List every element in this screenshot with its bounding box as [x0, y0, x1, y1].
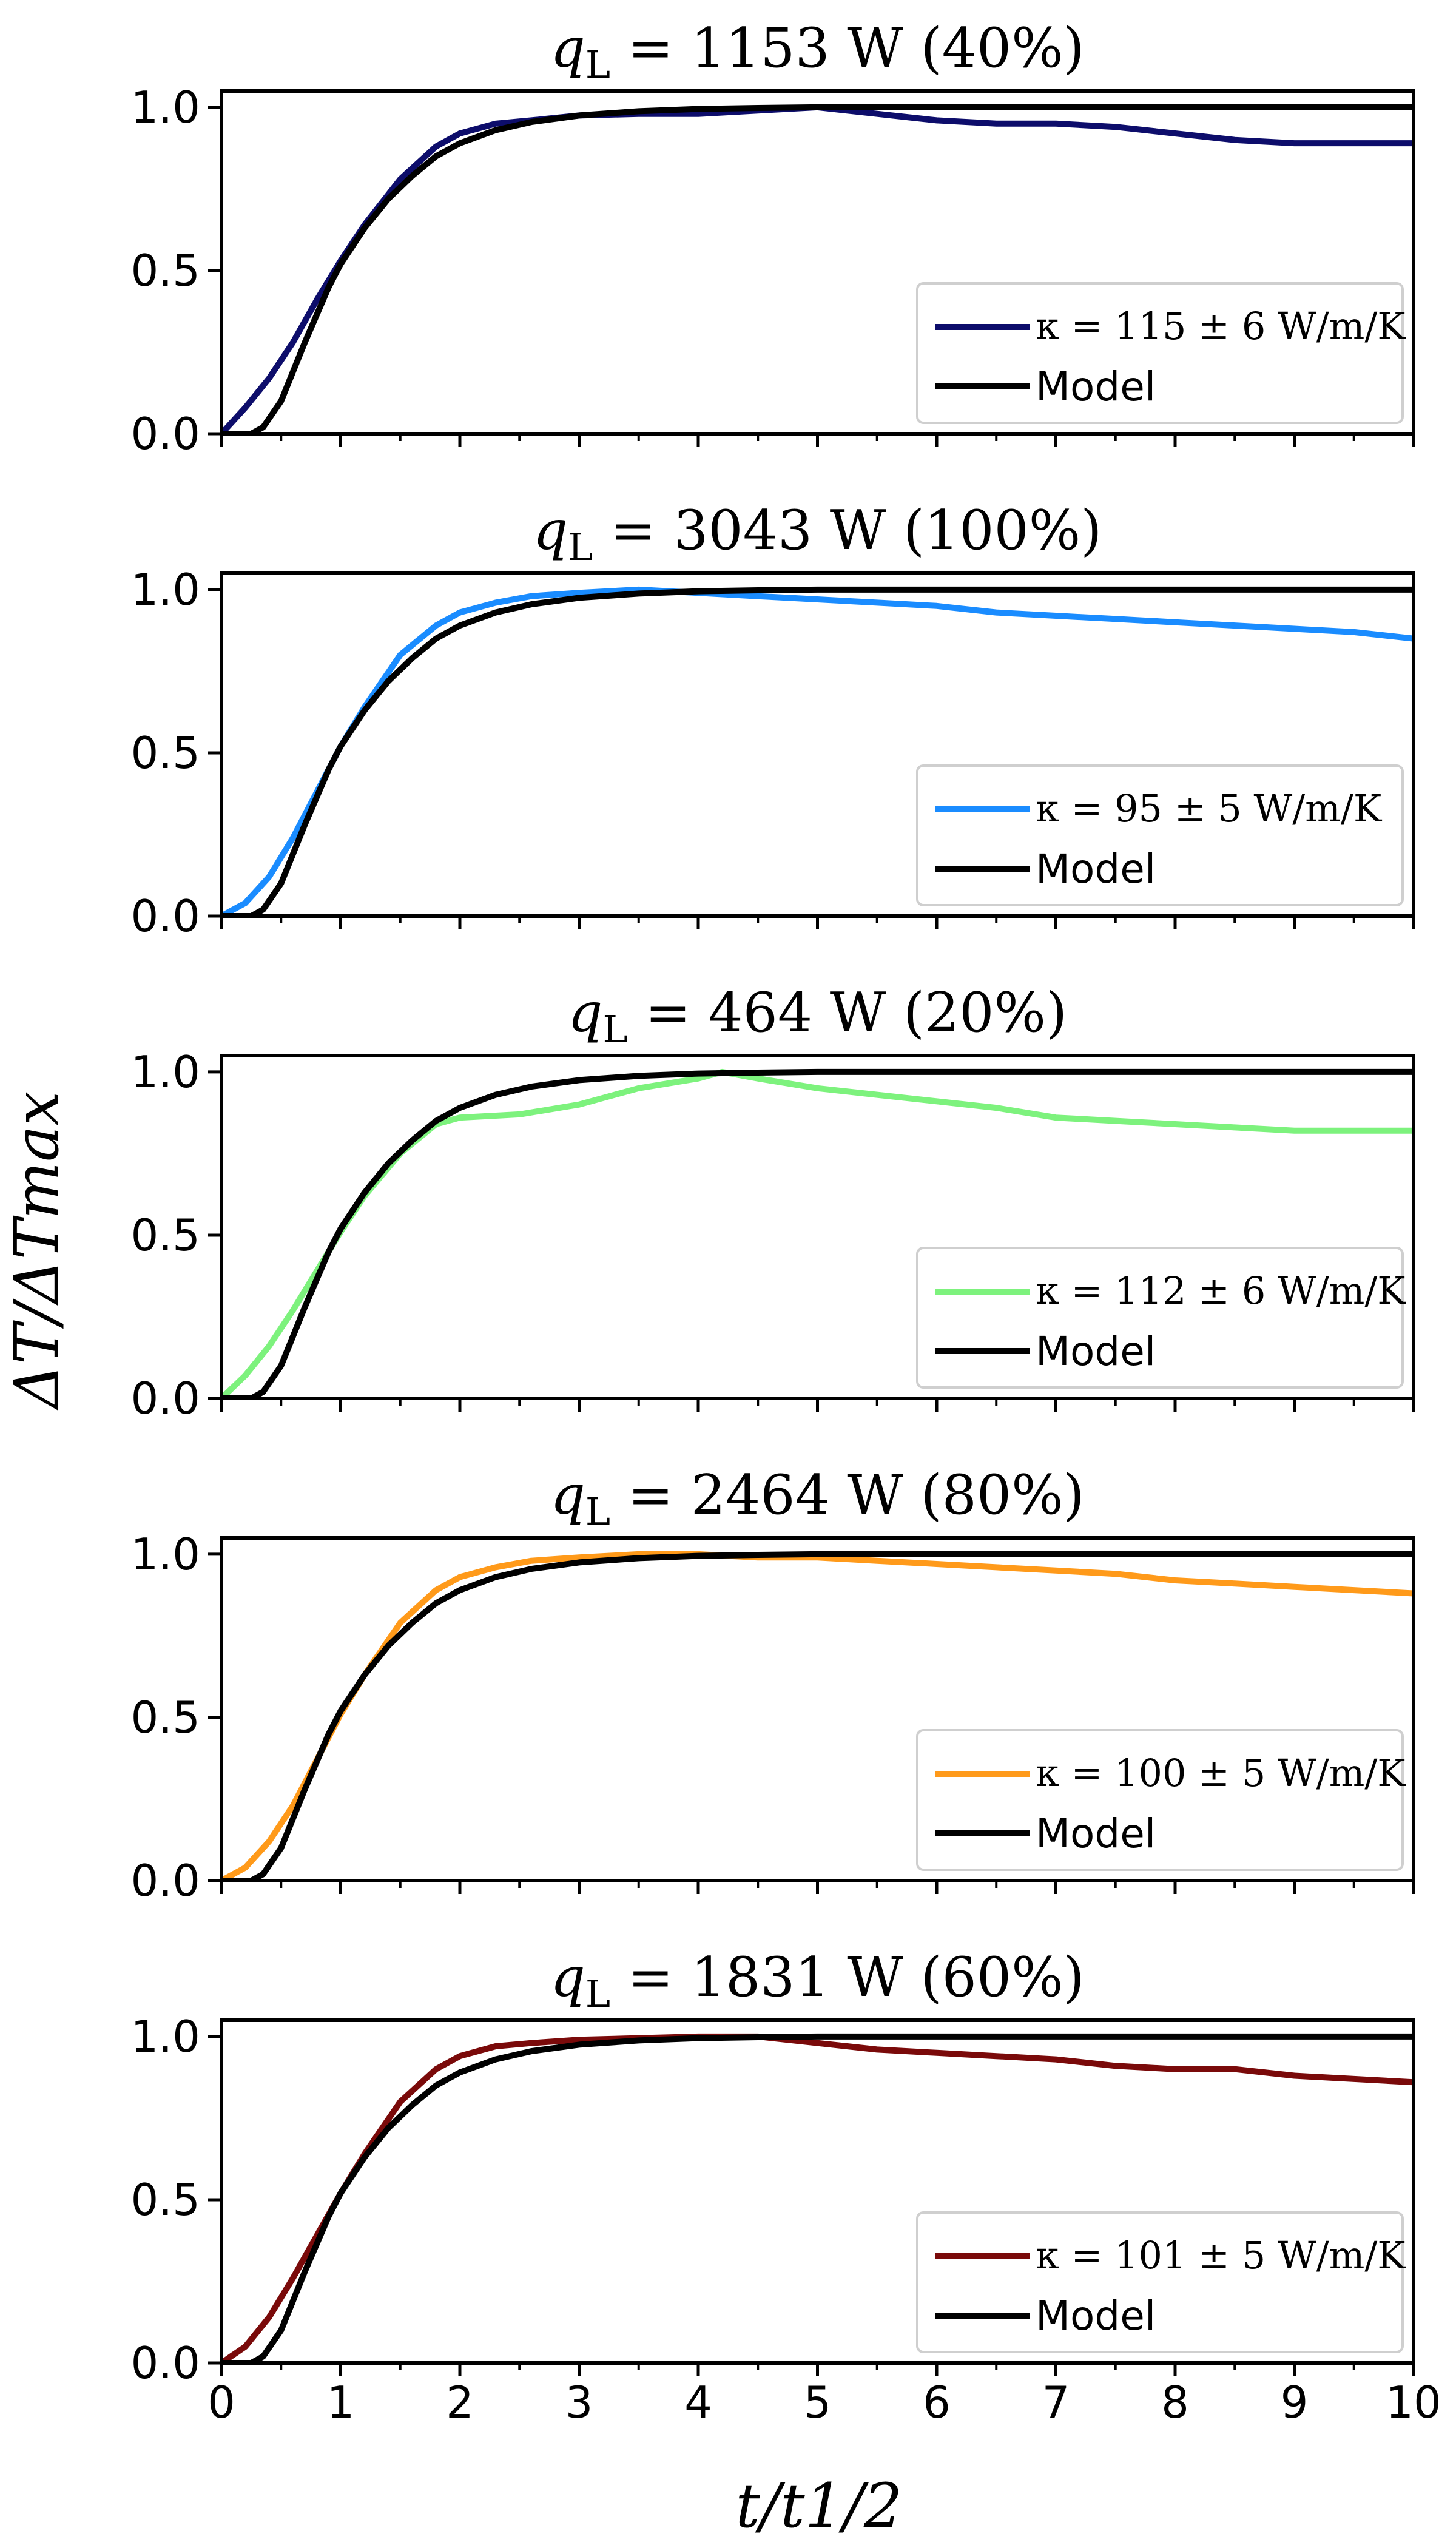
x-tick-label: 5	[804, 2377, 832, 2428]
legend-label-series: κ = 112 ± 6 W/m/K	[1036, 1269, 1406, 1313]
model-curve-line	[221, 2033, 1414, 2363]
panel-title-q: q	[550, 1463, 585, 1527]
y-tick-label: 1.0	[130, 564, 200, 615]
y-tick-label: 0.5	[130, 2174, 200, 2225]
panel-title-rest: = 1831 W (60%)	[610, 1946, 1085, 2009]
legend: κ = 101 ± 5 W/m/K Model	[916, 2211, 1406, 2353]
legend: κ = 100 ± 5 W/m/K Model	[916, 1729, 1406, 1871]
panel-title: qL = 464 W (20%)	[568, 981, 1067, 1051]
model-curve-line	[221, 1068, 1414, 1398]
panel-title: qL = 3043 W (100%)	[533, 499, 1102, 569]
legend-box	[916, 282, 1404, 424]
x-axis-label: t/t1/2	[736, 2470, 903, 2541]
legend-label-series: κ = 95 ± 5 W/m/K	[1036, 786, 1383, 831]
panel-title-rest: = 3043 W (100%)	[593, 499, 1102, 562]
panel-title-q: q	[550, 1946, 585, 2009]
panel-title-rest: = 1153 W (40%)	[610, 16, 1085, 80]
x-tick-label: 10	[1386, 2377, 1441, 2428]
panel-title-q: q	[568, 981, 603, 1045]
y-tick-label: 0.5	[130, 727, 200, 778]
y-tick-label: 1.0	[130, 82, 200, 133]
y-tick-label: 0.0	[130, 1373, 200, 1424]
y-tick-label: 1.0	[130, 1046, 200, 1097]
x-tick-label: 3	[565, 2377, 593, 2428]
panel-title-rest: = 464 W (20%)	[628, 981, 1067, 1045]
legend-box	[916, 2211, 1404, 2353]
model-curve-line	[221, 586, 1414, 916]
legend-label-model: Model	[1036, 1328, 1156, 1375]
x-tick-label: 6	[923, 2377, 951, 2428]
legend-label-model: Model	[1036, 363, 1156, 410]
y-axis-label: ΔT/ΔTmax	[1, 1091, 72, 1410]
legend-label-model: Model	[1036, 1810, 1156, 1857]
panel-title-q: q	[533, 499, 568, 562]
legend-box	[916, 1729, 1404, 1871]
legend: κ = 95 ± 5 W/m/K Model	[916, 764, 1404, 906]
legend-label-model: Model	[1036, 846, 1156, 892]
legend-label-series: κ = 101 ± 5 W/m/K	[1036, 2233, 1406, 2277]
y-tick-label: 0.5	[130, 1210, 200, 1261]
y-tick-label: 0.0	[130, 2337, 200, 2388]
panel-5: qL = 1831 W (60%) 0.0 0.5 1.0 0 1 2 3 4 5 6 7 8 9 10 κ …	[130, 1946, 1441, 2428]
panel-title-sub: L	[568, 525, 593, 569]
legend-label-series: κ = 100 ± 5 W/m/K	[1036, 1751, 1406, 1795]
y-tick-label: 0.0	[130, 408, 200, 459]
x-tick-label: 0	[207, 2377, 235, 2428]
panel-2: qL = 3043 W (100%) 0.0 0.5 1.0 κ = 95 ± 5 W/…	[130, 499, 1415, 942]
panel-title-sub: L	[603, 1007, 628, 1051]
x-tick-label: 7	[1042, 2377, 1070, 2428]
y-tick-label: 0.0	[130, 1855, 200, 1906]
panel-1: qL = 1153 W (40%) 0.0 0.5 1.0 κ = 115 ± 6 W/…	[130, 16, 1415, 459]
panel-title-sub: L	[585, 1489, 610, 1534]
y-tick-label: 0.0	[130, 891, 200, 942]
model-curve-line	[221, 104, 1414, 434]
legend: κ = 112 ± 6 W/m/K Model	[916, 1247, 1406, 1389]
y-tick-label: 1.0	[130, 2011, 200, 2062]
panel-title-sub: L	[585, 42, 610, 87]
legend-box	[916, 1247, 1404, 1389]
legend: κ = 115 ± 6 W/m/K Model	[916, 282, 1406, 424]
legend-label-model: Model	[1036, 2293, 1156, 2339]
panel-title-rest: = 2464 W (80%)	[610, 1463, 1085, 1527]
y-tick-label: 0.5	[130, 245, 200, 296]
panel-title: qL = 1153 W (40%)	[550, 16, 1084, 87]
legend-box	[916, 764, 1404, 906]
panel-title: qL = 2464 W (80%)	[550, 1463, 1084, 1534]
model-curve-line	[221, 1551, 1414, 1881]
x-tick-label: 9	[1281, 2377, 1309, 2428]
x-tick-label: 4	[684, 2377, 712, 2428]
y-tick-label: 0.5	[130, 1692, 200, 1743]
panel-title: qL = 1831 W (60%)	[550, 1946, 1084, 2016]
legend-label-series: κ = 115 ± 6 W/m/K	[1036, 304, 1406, 348]
panel-title-q: q	[550, 16, 585, 80]
x-tick-label: 1	[327, 2377, 355, 2428]
x-tick-label: 8	[1161, 2377, 1189, 2428]
y-tick-label: 1.0	[130, 1529, 200, 1580]
panel-3: qL = 464 W (20%) 0.0 0.5 1.0 κ = 112 ± 6 W/m…	[130, 981, 1415, 1424]
panels-container: qL = 1153 W (40%)0.00.51.0κ = 115 ± 6 W/…	[130, 16, 1441, 2428]
panel-title-sub: L	[585, 1972, 610, 2016]
x-tick-label: 2	[446, 2377, 474, 2428]
panel-4: qL = 2464 W (80%) 0.0 0.5 1.0 κ = 100 ± 5 W/…	[130, 1463, 1415, 1906]
